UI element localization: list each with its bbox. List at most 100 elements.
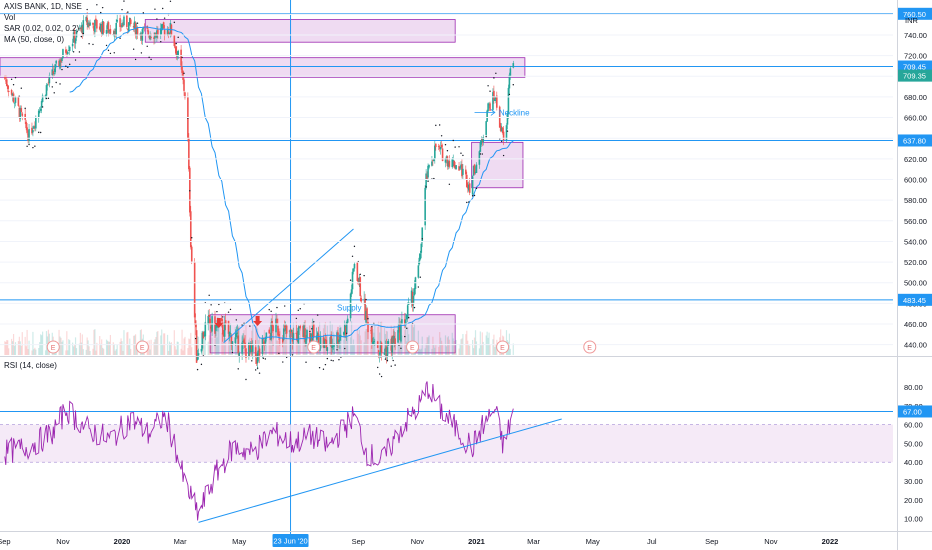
candle-body[interactable] bbox=[496, 95, 498, 108]
candle-body[interactable] bbox=[475, 164, 478, 173]
candle-body[interactable] bbox=[31, 127, 33, 134]
candle-body[interactable] bbox=[256, 352, 259, 363]
candle-body[interactable] bbox=[509, 68, 512, 77]
candle-body[interactable] bbox=[438, 147, 441, 149]
candle-body[interactable] bbox=[175, 46, 178, 55]
candle-body[interactable] bbox=[223, 322, 226, 337]
candle-body[interactable] bbox=[68, 46, 71, 51]
candle-body[interactable] bbox=[235, 333, 238, 338]
candle-body[interactable] bbox=[6, 85, 9, 89]
candle-body[interactable] bbox=[244, 342, 246, 348]
candle-body[interactable] bbox=[89, 22, 91, 26]
candle-body[interactable] bbox=[250, 344, 253, 350]
candle-body[interactable] bbox=[47, 82, 50, 84]
candle-body[interactable] bbox=[257, 350, 260, 356]
candle-body[interactable] bbox=[177, 50, 179, 56]
candle-body[interactable] bbox=[154, 32, 156, 39]
candle-body[interactable] bbox=[161, 23, 164, 26]
candle-body[interactable] bbox=[99, 23, 102, 32]
candle-body[interactable] bbox=[437, 146, 440, 147]
candle-body[interactable] bbox=[14, 97, 17, 103]
candle-body[interactable] bbox=[353, 263, 356, 269]
candle-body[interactable] bbox=[40, 101, 43, 108]
candle-body[interactable] bbox=[316, 332, 319, 338]
candle-body[interactable] bbox=[21, 113, 24, 116]
candle-body[interactable] bbox=[312, 324, 315, 338]
candle-body[interactable] bbox=[439, 146, 442, 150]
candle-body[interactable] bbox=[434, 143, 437, 148]
candle-body[interactable] bbox=[249, 345, 251, 350]
candle-body[interactable] bbox=[189, 211, 192, 248]
candle-body[interactable] bbox=[404, 319, 406, 326]
candle-body[interactable] bbox=[500, 127, 503, 132]
candle-body[interactable] bbox=[167, 31, 170, 35]
candle-body[interactable] bbox=[116, 19, 118, 22]
candle-body[interactable] bbox=[444, 158, 447, 163]
candle-body[interactable] bbox=[197, 353, 200, 356]
candle-body[interactable] bbox=[128, 22, 130, 32]
candle-body[interactable] bbox=[512, 63, 515, 68]
candle-body[interactable] bbox=[357, 278, 360, 282]
candle-body[interactable] bbox=[487, 103, 489, 112]
candle-body[interactable] bbox=[371, 327, 373, 343]
candle-body[interactable] bbox=[379, 344, 382, 354]
candle-body[interactable] bbox=[399, 323, 401, 341]
candle-body[interactable] bbox=[305, 338, 307, 344]
candle-body[interactable] bbox=[195, 330, 198, 363]
candle-body[interactable] bbox=[207, 316, 210, 325]
candle-body[interactable] bbox=[424, 187, 426, 226]
candle-body[interactable] bbox=[13, 102, 16, 104]
candle-body[interactable] bbox=[95, 18, 97, 21]
candle-body[interactable] bbox=[101, 21, 104, 36]
candle-body[interactable] bbox=[401, 319, 403, 324]
candle-body[interactable] bbox=[133, 21, 136, 29]
candle-body[interactable] bbox=[132, 26, 135, 28]
candle-body[interactable] bbox=[7, 90, 10, 93]
candle-body[interactable] bbox=[102, 21, 105, 33]
candle-body[interactable] bbox=[349, 293, 352, 319]
candle-body[interactable] bbox=[505, 125, 508, 140]
rsi-line[interactable] bbox=[4, 381, 514, 521]
candle-body[interactable] bbox=[397, 330, 399, 343]
candle-body[interactable] bbox=[65, 49, 67, 53]
candle-body[interactable] bbox=[142, 28, 145, 30]
candle-body[interactable] bbox=[421, 227, 424, 242]
candle-body[interactable] bbox=[183, 79, 185, 91]
candle-body[interactable] bbox=[128, 17, 131, 25]
candle-body[interactable] bbox=[323, 339, 326, 348]
candle-body[interactable] bbox=[432, 160, 434, 162]
candle-body[interactable] bbox=[20, 108, 23, 112]
candle-body[interactable] bbox=[350, 289, 353, 295]
candle-body[interactable] bbox=[202, 332, 205, 339]
candle-body[interactable] bbox=[182, 71, 184, 80]
candle-body[interactable] bbox=[473, 164, 476, 174]
candle-body[interactable] bbox=[33, 126, 35, 129]
candle-body[interactable] bbox=[157, 29, 159, 35]
candle-body[interactable] bbox=[365, 310, 367, 323]
candle-body[interactable] bbox=[229, 333, 232, 334]
candle-body[interactable] bbox=[41, 95, 44, 103]
candle-body[interactable] bbox=[25, 121, 27, 129]
candle-body[interactable] bbox=[312, 326, 314, 341]
candle-body[interactable] bbox=[451, 159, 454, 168]
candle-body[interactable] bbox=[302, 325, 304, 337]
candle-body[interactable] bbox=[380, 342, 383, 353]
candle-body[interactable] bbox=[276, 318, 278, 324]
candle-body[interactable] bbox=[298, 326, 301, 329]
candle-body[interactable] bbox=[134, 23, 137, 36]
candle-body[interactable] bbox=[149, 35, 151, 40]
earnings-icon[interactable] bbox=[307, 340, 321, 354]
candle-body[interactable] bbox=[322, 337, 325, 348]
candle-body[interactable] bbox=[193, 262, 196, 318]
candle-body[interactable] bbox=[419, 253, 422, 260]
candle-body[interactable] bbox=[148, 36, 150, 38]
candle-body[interactable] bbox=[339, 334, 341, 341]
candle-body[interactable] bbox=[71, 43, 74, 47]
earnings-icon[interactable] bbox=[496, 340, 510, 354]
candle-body[interactable] bbox=[337, 332, 339, 344]
candle-body[interactable] bbox=[270, 322, 272, 340]
earnings-icon[interactable] bbox=[406, 340, 420, 354]
candle-body[interactable] bbox=[299, 325, 302, 329]
candle-body[interactable] bbox=[480, 140, 483, 145]
candle-body[interactable] bbox=[317, 334, 320, 350]
